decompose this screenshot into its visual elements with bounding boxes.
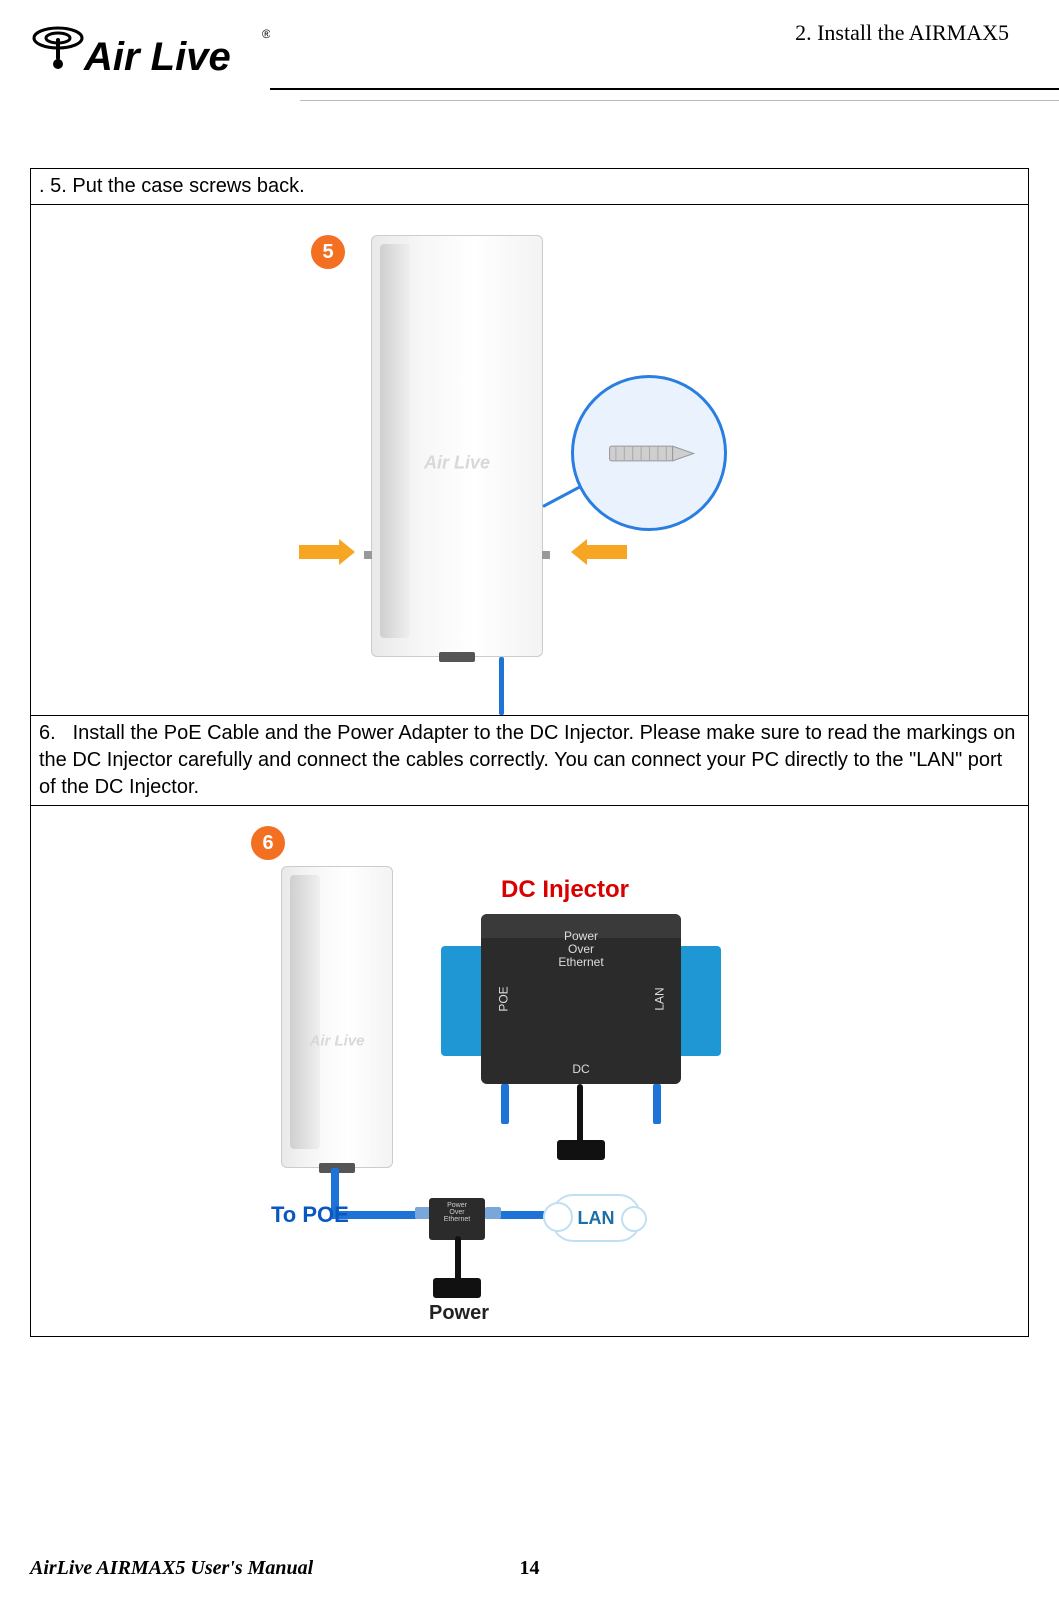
device-shading [380, 244, 410, 638]
screw-hole-left [364, 551, 372, 559]
manual-page: 2. Install the AIRMAX5 Air Live ® . 5. P… [0, 0, 1059, 1620]
airmax-device: Air Live [371, 235, 543, 657]
step-5-badge: 5 [311, 235, 345, 269]
step-6-badge: 6 [251, 826, 285, 860]
mini-injector: Power Over Ethernet [429, 1198, 485, 1240]
chapter-title: 2. Install the AIRMAX5 [795, 20, 1009, 46]
page-header: 2. Install the AIRMAX5 Air Live ® [0, 0, 1059, 130]
power-brick-icon [557, 1140, 605, 1160]
page-number: 14 [520, 1557, 540, 1580]
device-brand-text: Air Live [309, 1033, 364, 1050]
manual-title: AirLive AIRMAX5 User's Manual [30, 1557, 313, 1580]
header-rule-thick [270, 88, 1059, 90]
screw-callout [571, 375, 727, 531]
header-rule-thin [300, 100, 1059, 101]
to-poe-label: To POE [271, 1202, 349, 1228]
arrow-left-icon [299, 543, 355, 561]
dc-injector: POE LAN Power Over Ethernet DC [481, 914, 681, 1084]
airlive-logo: Air Live ® [30, 18, 270, 93]
mini-dc-cord [455, 1236, 461, 1282]
screw-hole-right [542, 551, 550, 559]
mini-power-brick-icon [433, 1278, 481, 1298]
injector-dc-label: DC [572, 1062, 589, 1076]
injector-dc-cord [577, 1084, 583, 1144]
power-label: Power [429, 1302, 489, 1325]
injector-lan-cable [653, 1084, 661, 1124]
step-5-text: . 5. Put the case screws back. [31, 169, 1028, 204]
instruction-table: . 5. Put the case screws back. 5 documen… [30, 168, 1029, 1337]
step-6-text: Install the PoE Cable and the Power Adap… [39, 722, 1015, 798]
rj45-plug-right-icon [485, 1207, 501, 1219]
page-footer: AirLive AIRMAX5 User's Manual 14 [30, 1550, 1029, 1580]
ethernet-cable [499, 657, 504, 715]
arrow-right-icon [571, 543, 627, 561]
airmax-device-small: Air Live [281, 866, 393, 1168]
injector-poe-cable [501, 1084, 509, 1124]
device-foot [439, 652, 475, 662]
step-5-figure: 5 document.currentScript.previousElement… [31, 204, 1028, 715]
step-6-text-row: 6. Install the PoE Cable and the Power A… [31, 715, 1028, 805]
logo-text: Air Live [83, 35, 231, 79]
device-brand-text: Air Live [424, 452, 490, 473]
lan-cloud: LAN [551, 1194, 641, 1242]
step-6-number: 6. [39, 720, 67, 747]
lan-cloud-text: LAN [578, 1208, 615, 1229]
injector-power-over-ethernet-label: Power Over Ethernet [558, 930, 603, 970]
device-shading [290, 875, 320, 1149]
screw-icon [597, 416, 702, 491]
registered-mark: ® [262, 27, 270, 41]
injector-poe-label: POE [497, 986, 511, 1011]
step-6-figure: 6 document.currentScript.previousElement… [31, 805, 1028, 1336]
dc-injector-label: DC Injector [501, 876, 629, 904]
injector-lan-label: LAN [652, 987, 666, 1010]
